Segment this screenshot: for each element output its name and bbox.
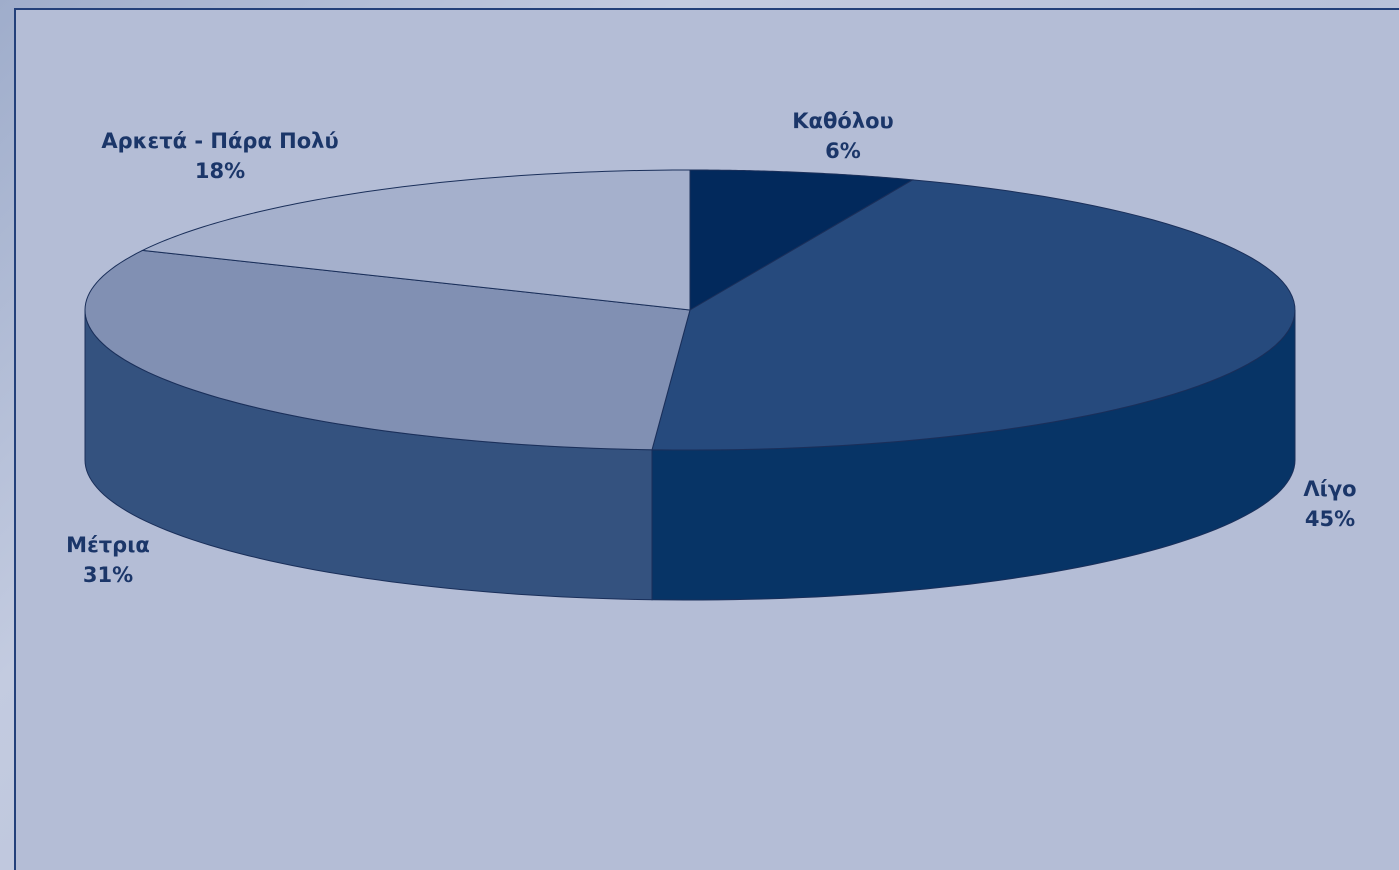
slice-value-1: 6%	[825, 139, 861, 163]
slice-label-4: Αρκετά - Πάρα Πολύ	[101, 129, 338, 153]
slice-value-2: 45%	[1305, 507, 1355, 531]
pie-slice-2	[651, 179, 1296, 451]
slice-label-2: Λίγο	[1303, 477, 1356, 501]
pie-slice-3	[84, 249, 691, 451]
slice-label-1: Καθόλου	[792, 109, 893, 133]
slice-label-3: Μέτρια	[66, 533, 150, 557]
slice-value-4: 18%	[195, 159, 245, 183]
pie-slice-1	[689, 169, 915, 311]
pie-slice-4	[140, 169, 691, 311]
pie-labels: Καθόλου 6% Λίγο 45% Μέτρια 31% Αρκετά - Πάρα Π…	[66, 109, 1356, 587]
pie-top-faces	[84, 169, 1296, 451]
slice-value-3: 31%	[83, 563, 133, 587]
